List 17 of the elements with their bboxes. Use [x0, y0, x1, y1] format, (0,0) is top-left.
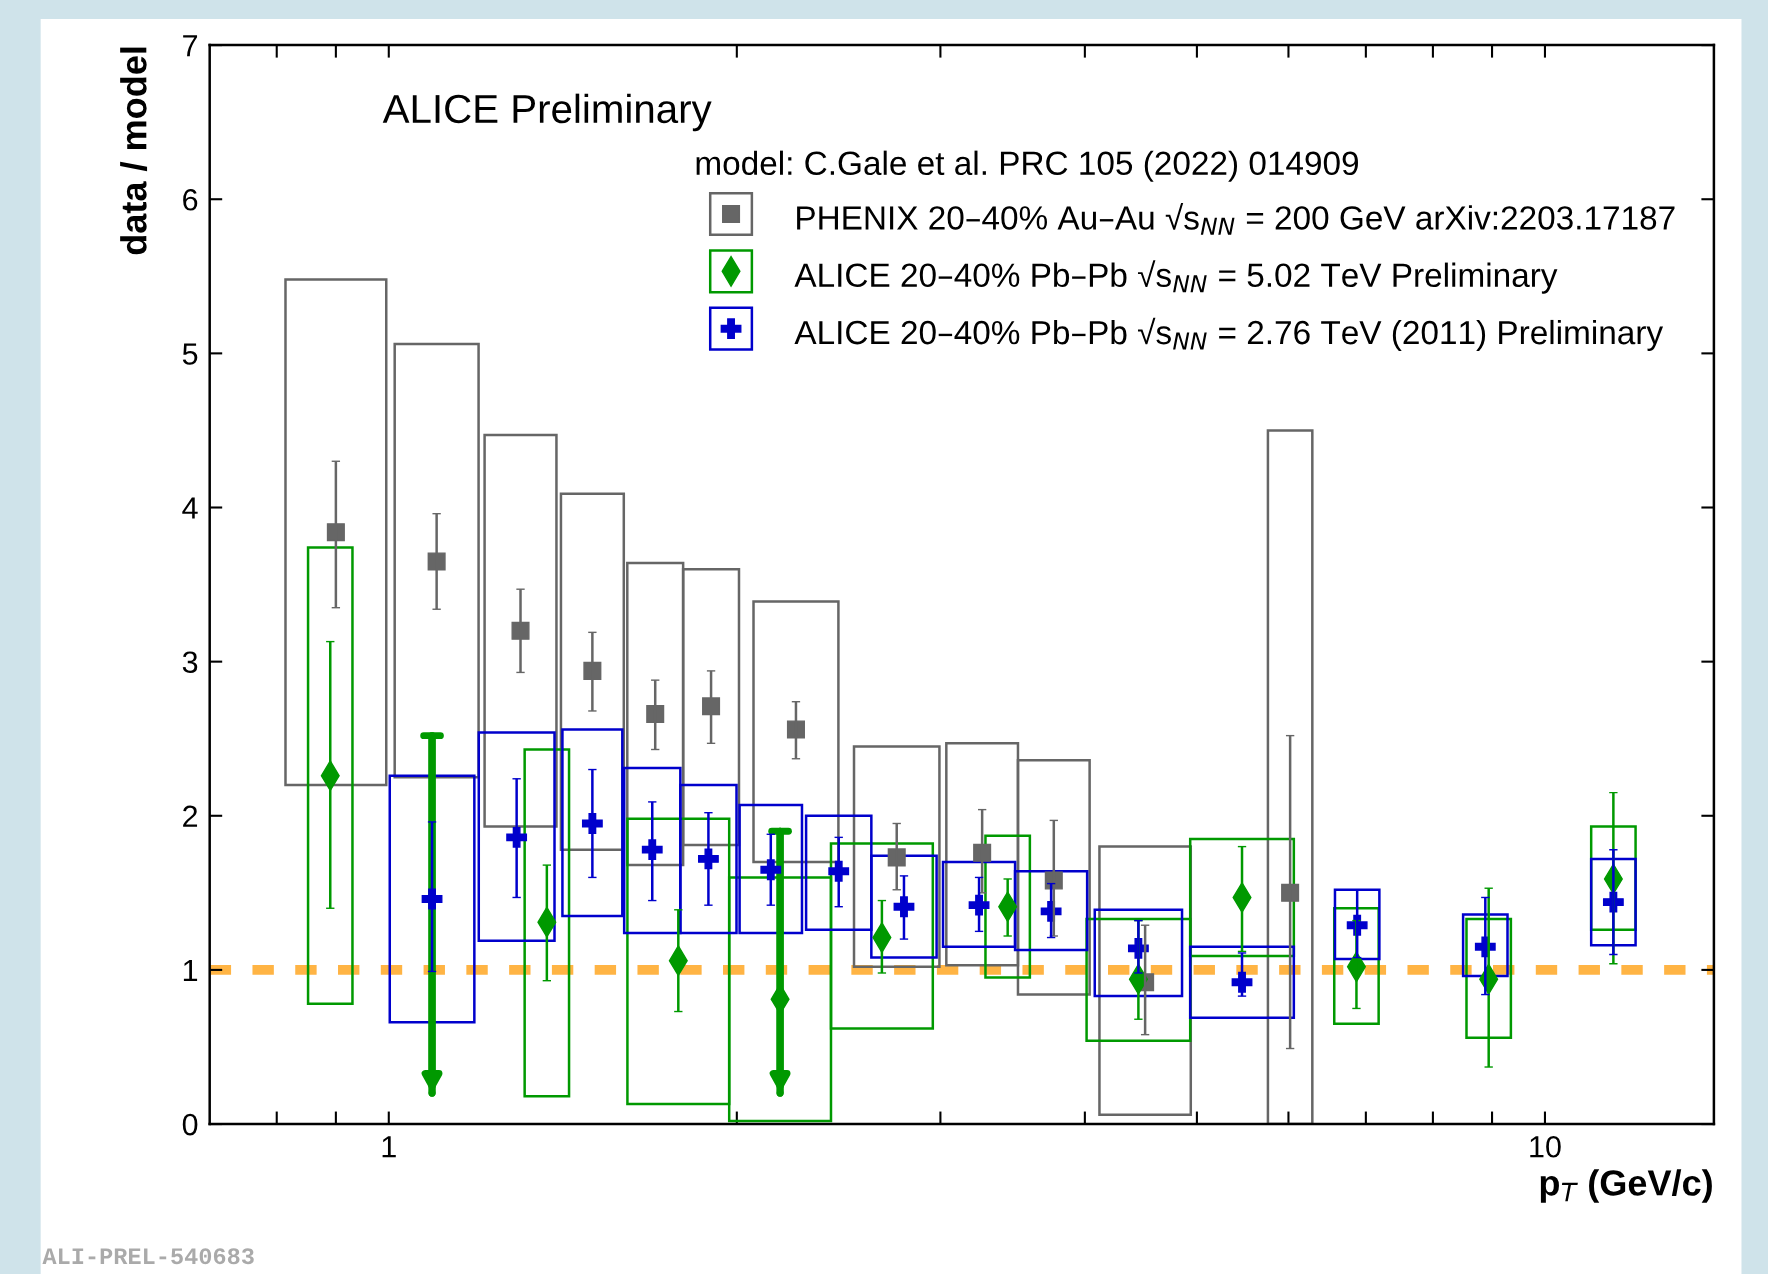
- y-axis-title: data / model: [120, 47, 148, 255]
- y-tick-label: 1: [183, 959, 198, 981]
- y-tick-label: 4: [182, 497, 198, 519]
- legend-label: PHENIX 20–40% Au–Au √s$_{NN}$ = 200 GeV arXiv:2203.17187: [797, 203, 1675, 235]
- y-tick-label: 6: [183, 188, 198, 211]
- y-tick-label: 0: [182, 1113, 198, 1136]
- legend-label: ALICE 20–40% Pb–Pb √s$_{NN}$ = 2.76 TeV (2011) Preliminary: [794, 317, 1664, 351]
- text: ALI-PREL-540683: [42, 1248, 254, 1265]
- x-tick-label: 10: [1530, 1135, 1561, 1158]
- legend-label: ALICE 20–40% Pb–Pb √s$_{NN}$ = 5.02 TeV Preliminary: [794, 260, 1558, 294]
- annotation: ALICE Preliminary: [382, 93, 712, 132]
- x-axis-title: p$_{T}$ (GeV/c): [1540, 1169, 1712, 1203]
- legend-title: model: C.Gale et al. PRC 105 (2022) 014909: [696, 150, 1358, 182]
- y-tick-label: 3: [182, 651, 198, 674]
- y-tick-label: 5: [182, 343, 198, 365]
- y-tick-label: 7: [183, 35, 198, 57]
- y-tick-label: 2: [183, 805, 198, 827]
